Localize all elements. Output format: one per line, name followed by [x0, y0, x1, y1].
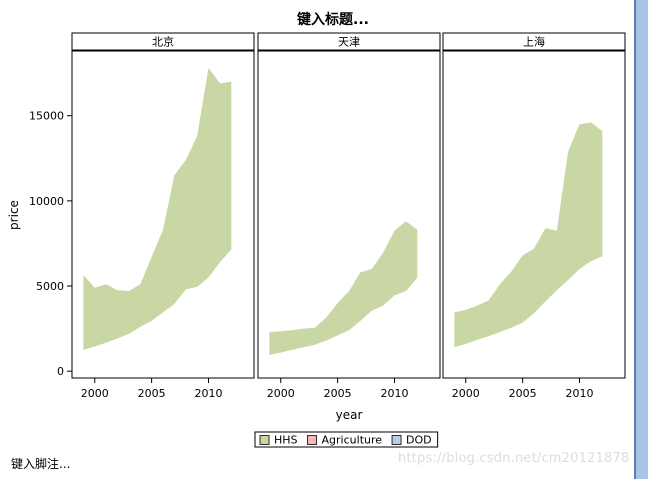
x-tick-label: 2010	[195, 387, 223, 400]
x-tick-label: 2010	[566, 387, 594, 400]
legend-swatch	[259, 435, 270, 445]
window-edge	[634, 0, 636, 479]
y-axis: 0 5000 10000 15000	[29, 110, 72, 378]
y-tick-label: 15000	[29, 110, 64, 123]
y-tick-label: 5000	[36, 280, 64, 293]
chart-title: 键入标题...	[296, 11, 369, 28]
legend-entry: Agriculture	[322, 434, 383, 447]
x-tick-label: 2005	[509, 387, 537, 400]
panel-frame	[442, 50, 626, 379]
x-tick-label: 2000	[267, 387, 295, 400]
legend-entry: HHS	[274, 434, 298, 447]
watermark: https://blog.csdn.net/cm20121878	[398, 451, 630, 466]
legend-swatch	[391, 435, 402, 445]
panel-strip	[442, 32, 626, 51]
panel-1: 北京 2000 2005 2010	[71, 32, 255, 400]
y-tick-label: 0	[57, 365, 64, 378]
chart: 键入标题... 北京 2000 2005 2010 天津 2000 2005 2010 上海 20…	[7, 11, 626, 448]
panel-3: 上海 2000 2005 2010	[442, 32, 626, 400]
legend: HHS Agriculture DOD	[254, 431, 439, 448]
panel-strip	[71, 32, 255, 51]
area-series-hhs	[83, 68, 232, 350]
panel-label: 上海	[523, 35, 545, 49]
panel-2: 天津 2000 2005 2010	[257, 32, 441, 400]
area-series-hhs	[269, 221, 418, 355]
x-tick-label: 2005	[324, 387, 352, 400]
y-axis-label: price	[7, 200, 21, 230]
scrollbar[interactable]	[636, 0, 648, 479]
panel-label: 北京	[152, 35, 174, 49]
panel-frame	[71, 50, 255, 379]
legend-entry: DOD	[406, 434, 432, 447]
legend-swatch	[307, 435, 317, 445]
x-tick-label: 2005	[138, 387, 166, 400]
panel-strip	[257, 32, 441, 51]
x-tick-label: 2010	[381, 387, 409, 400]
area-series-hhs	[454, 122, 603, 348]
x-tick-label: 2000	[452, 387, 480, 400]
x-axis-label: year	[336, 408, 363, 422]
x-tick-label: 2000	[81, 387, 109, 400]
footnote: 键入脚注...	[11, 457, 71, 471]
panel-frame	[257, 50, 441, 379]
panel-label: 天津	[338, 36, 360, 49]
y-tick-label: 10000	[29, 195, 64, 208]
panels: 北京 2000 2005 2010 天津 2000 2005 2010 上海 2000 2005 20…	[71, 32, 626, 400]
